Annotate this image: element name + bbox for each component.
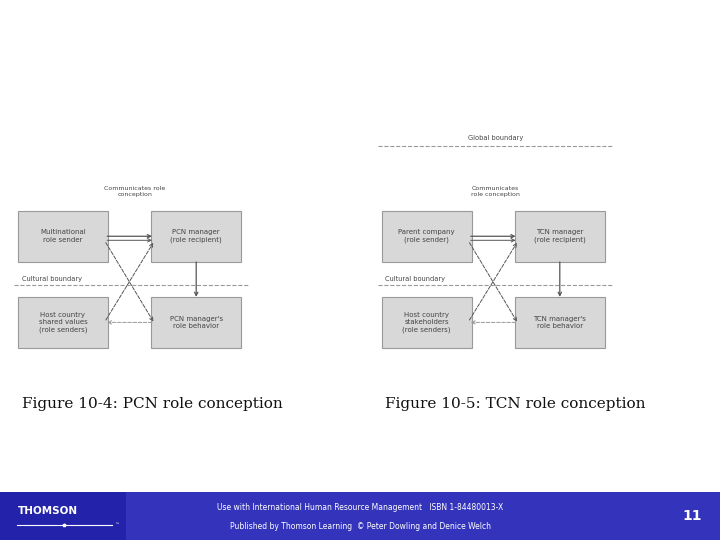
FancyBboxPatch shape [18,211,108,262]
FancyBboxPatch shape [18,297,108,348]
FancyBboxPatch shape [382,211,472,262]
Text: TCN manager's
role behavior: TCN manager's role behavior [534,316,586,329]
Text: Figure 10-4: PCN role conception: Figure 10-4: PCN role conception [22,397,282,411]
Text: Cultural boundary: Cultural boundary [22,276,81,282]
Text: Multinational
role sender: Multinational role sender [40,230,86,243]
Text: Parent company
(role sender): Parent company (role sender) [398,230,455,243]
Text: TCN manager
(role recipient): TCN manager (role recipient) [534,230,585,243]
FancyBboxPatch shape [515,297,605,348]
Text: Communicates role
conception: Communicates role conception [104,186,166,197]
Text: Published by Thomson Learning  © Peter Dowling and Denice Welch: Published by Thomson Learning © Peter Do… [230,522,490,531]
Text: Host country
shared values
(role senders): Host country shared values (role senders… [39,312,87,333]
Text: Cultural boundary: Cultural boundary [385,276,445,282]
Bar [0,492,126,540]
Text: PCN manager's
role behavior: PCN manager's role behavior [170,316,222,329]
FancyBboxPatch shape [151,297,241,348]
Bar [0,492,720,540]
Text: Host country
stakeholders
(role senders): Host country stakeholders (role senders) [402,312,451,333]
Text: 11: 11 [683,509,702,523]
FancyBboxPatch shape [515,211,605,262]
FancyBboxPatch shape [382,297,472,348]
Text: ™: ™ [114,522,119,527]
Text: Global boundary: Global boundary [468,136,523,141]
Text: Communicates
role conception: Communicates role conception [471,186,519,197]
Text: Use with International Human Resource Management   ISBN 1-84480013-X: Use with International Human Resource Ma… [217,503,503,512]
Text: PCN manager
(role recipient): PCN manager (role recipient) [171,230,222,243]
Text: THOMSON: THOMSON [18,505,78,516]
FancyBboxPatch shape [151,211,241,262]
Text: Figure 10-5: TCN role conception: Figure 10-5: TCN role conception [385,397,646,411]
